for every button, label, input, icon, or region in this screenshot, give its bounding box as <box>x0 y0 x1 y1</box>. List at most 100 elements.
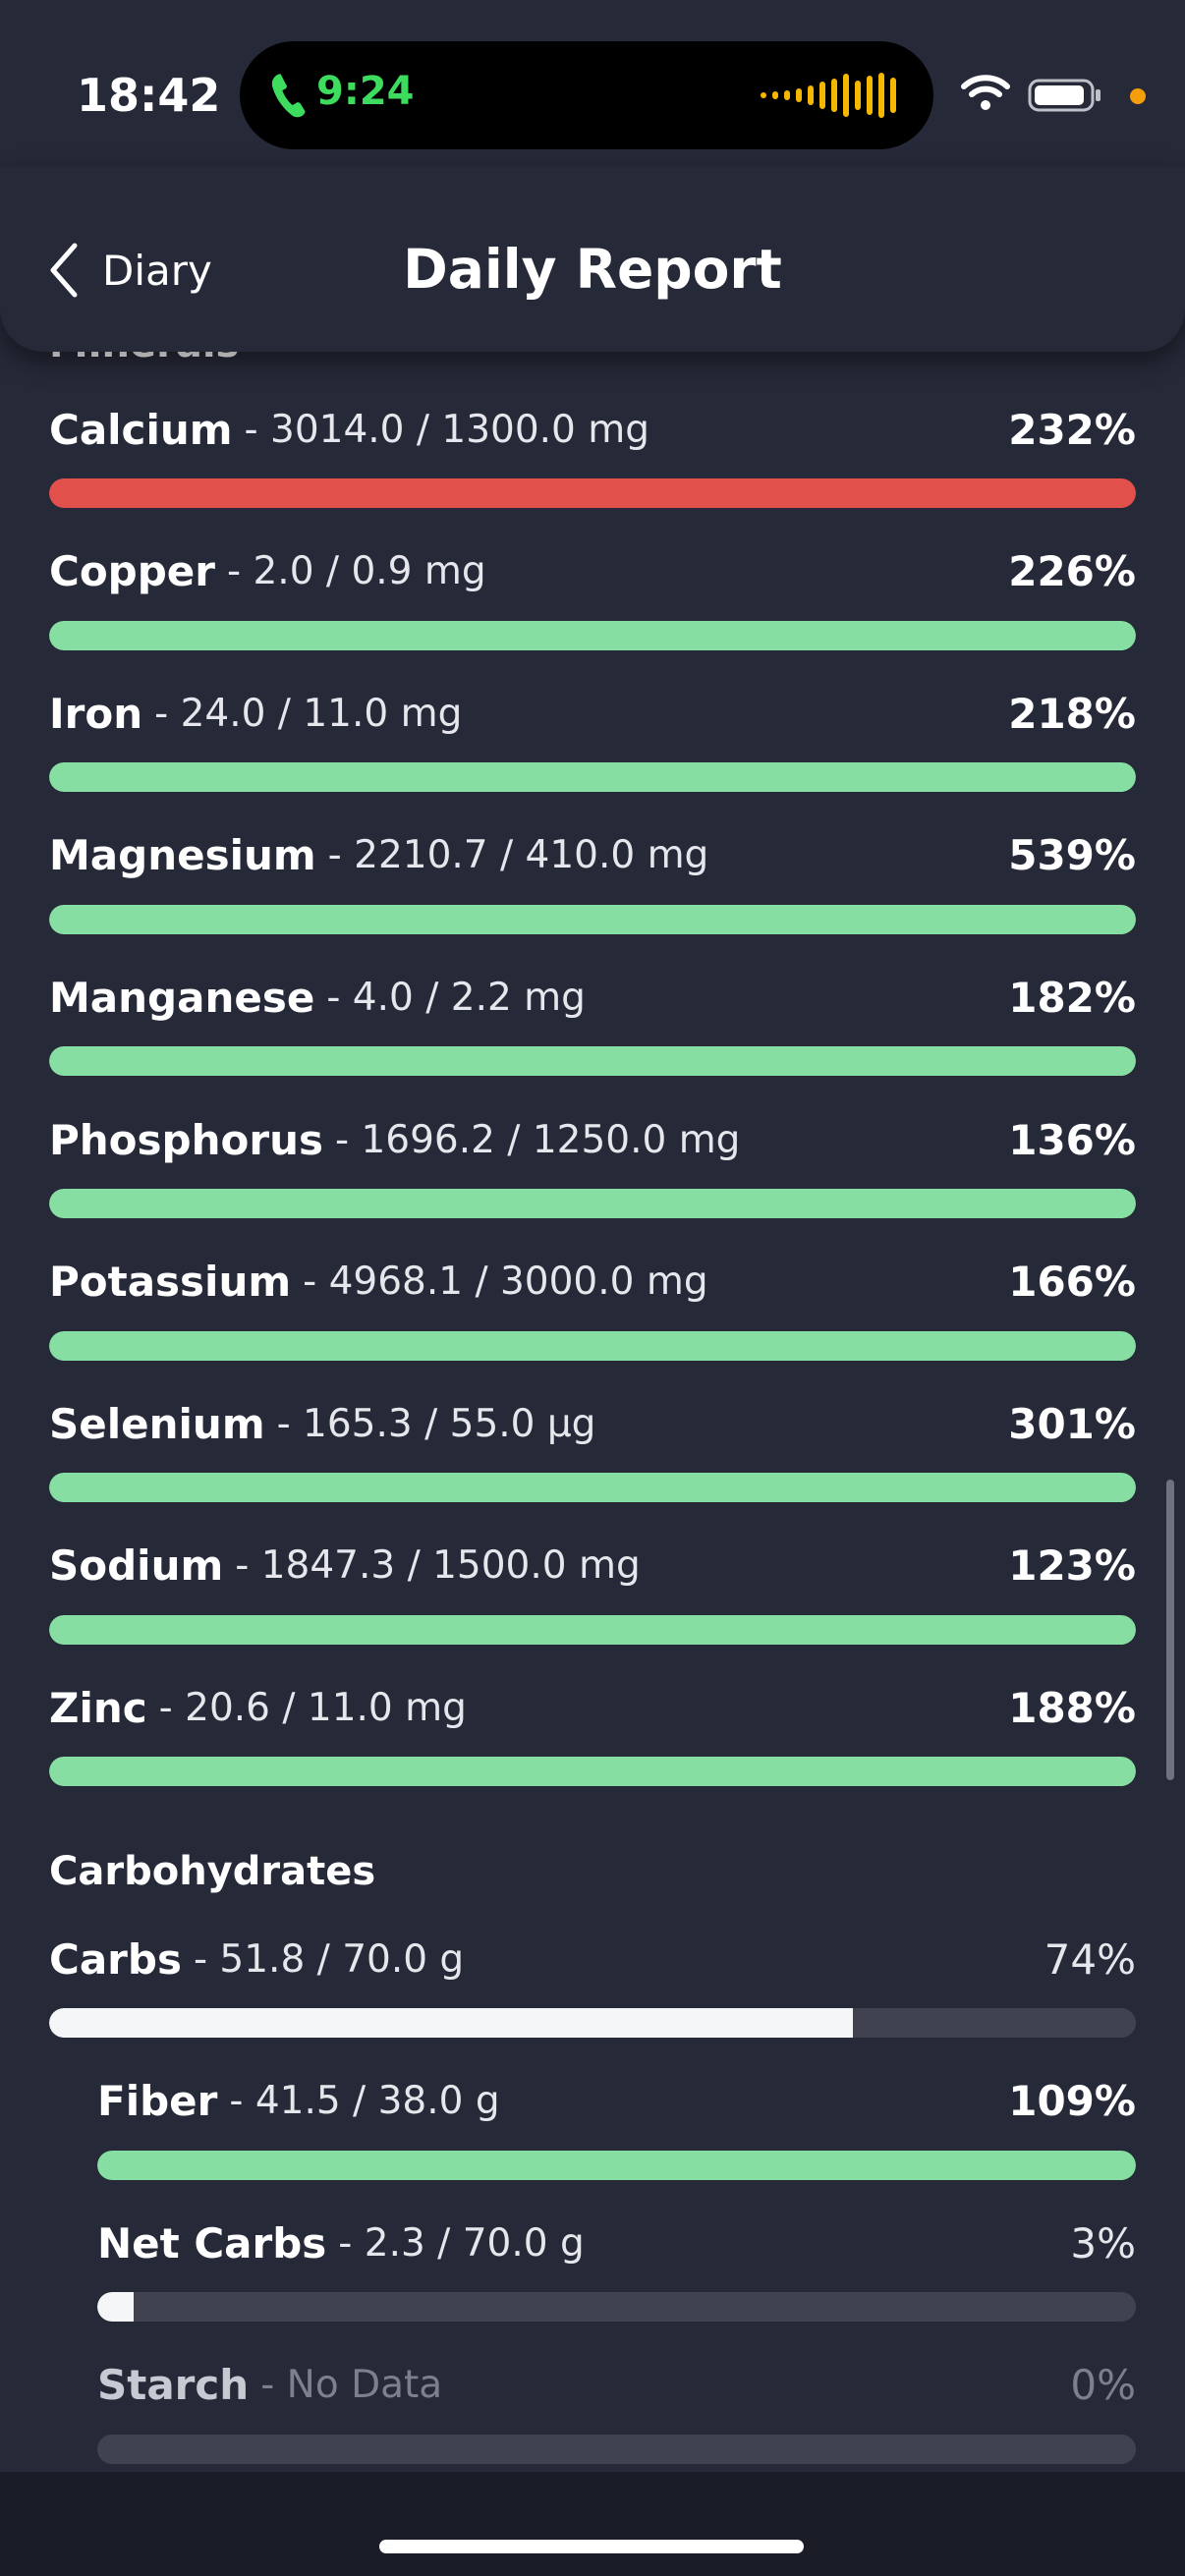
progress-fill <box>49 904 1136 934</box>
nutrient-row[interactable]: Starch - No Data 0% <box>97 2358 1136 2466</box>
nutrient-row[interactable]: Magnesium - 2210.7 / 410.0 mg 539% <box>49 828 1136 936</box>
nutrient-percent: 166% <box>1008 1258 1136 1307</box>
nutrient-row[interactable]: Carbs - 51.8 / 70.0 g 74% <box>49 1932 1136 2040</box>
nutrient-amount: - 4968.1 / 3000.0 mg <box>303 1260 708 1305</box>
nutrient-label: Phosphorus - 1696.2 / 1250.0 mg <box>49 1112 740 1167</box>
page-title: Daily Report <box>403 238 782 301</box>
nutrient-percent: 226% <box>1008 547 1136 596</box>
back-button[interactable]: Diary <box>47 236 212 305</box>
progress-bar <box>49 478 1136 508</box>
nutrient-label: Calcium - 3014.0 / 1300.0 mg <box>49 402 649 457</box>
nutrient-percent: 109% <box>1008 2077 1136 2126</box>
nutrient-row[interactable]: Sodium - 1847.3 / 1500.0 mg 123% <box>49 1539 1136 1647</box>
nutrient-row[interactable]: Potassium - 4968.1 / 3000.0 mg 166% <box>49 1255 1136 1363</box>
nutrient-amount: - 20.6 / 11.0 mg <box>158 1685 467 1730</box>
nutrient-percent: 3% <box>1070 2218 1136 2268</box>
nutrient-row[interactable]: Manganese - 4.0 / 2.2 mg 182% <box>49 970 1136 1078</box>
phone-icon <box>271 74 306 118</box>
home-indicator[interactable] <box>379 2540 804 2553</box>
nutrient-amount: - 2210.7 / 410.0 mg <box>327 833 709 878</box>
nutrient-name: Starch <box>97 2361 250 2410</box>
nutrient-name: Copper <box>49 547 216 596</box>
nutrient-amount: - 51.8 / 70.0 g <box>193 1936 465 1982</box>
nutrient-amount: - 41.5 / 38.0 g <box>229 2079 500 2124</box>
progress-fill <box>49 620 1136 650</box>
progress-fill <box>49 478 1136 508</box>
progress-bar <box>49 1189 1136 1218</box>
progress-fill <box>49 1330 1136 1361</box>
nutrient-row[interactable]: Zinc - 20.6 / 11.0 mg 188% <box>49 1680 1136 1788</box>
nutrient-row[interactable]: Net Carbs - 2.3 / 70.0 g 3% <box>97 2215 1136 2324</box>
nutrient-row[interactable]: Iron - 24.0 / 11.0 mg 218% <box>49 686 1136 794</box>
nutrient-label: Fiber - 41.5 / 38.0 g <box>97 2074 500 2129</box>
nutrient-name: Phosphorus <box>49 1115 323 1164</box>
nutrient-name: Carbs <box>49 1934 182 1984</box>
privacy-dot-icon <box>1130 88 1146 104</box>
progress-bar <box>49 762 1136 793</box>
nutrient-name: Sodium <box>49 1541 224 1591</box>
back-button-label: Diary <box>102 246 212 295</box>
nutrient-amount: - 2.0 / 0.9 mg <box>227 549 486 594</box>
nutrient-percent: 74% <box>1044 1934 1136 1984</box>
nutrient-name: Selenium <box>49 1399 265 1448</box>
nutrient-percent: 539% <box>1008 831 1136 880</box>
nutrient-amount: - 3014.0 / 1300.0 mg <box>244 407 650 452</box>
nutrient-label: Net Carbs - 2.3 / 70.0 g <box>97 2215 585 2270</box>
nutrient-percent: 218% <box>1008 689 1136 738</box>
progress-fill <box>97 2292 134 2323</box>
progress-bar <box>49 1757 1136 1787</box>
nutrient-row[interactable]: Selenium - 165.3 / 55.0 µg 301% <box>49 1396 1136 1504</box>
nutrient-name: Manganese <box>49 973 315 1022</box>
progress-bar <box>97 2150 1136 2180</box>
nutrient-row[interactable]: Copper - 2.0 / 0.9 mg 226% <box>49 544 1136 652</box>
progress-bar <box>97 2434 1136 2464</box>
progress-bar <box>49 620 1136 650</box>
progress-fill <box>49 1614 1136 1645</box>
nutrient-percent: 301% <box>1008 1399 1136 1448</box>
nutrient-amount: - 1696.2 / 1250.0 mg <box>334 1117 741 1162</box>
nutrient-label: Copper - 2.0 / 0.9 mg <box>49 544 486 599</box>
nutrient-name: Net Carbs <box>97 2218 327 2268</box>
nutrient-name: Iron <box>49 689 143 738</box>
nutrient-label: Magnesium - 2210.7 / 410.0 mg <box>49 828 708 883</box>
nutrient-label: Sodium - 1847.3 / 1500.0 mg <box>49 1539 641 1594</box>
progress-bar <box>49 1046 1136 1077</box>
progress-fill <box>49 2008 854 2038</box>
nutrient-percent: 188% <box>1008 1683 1136 1732</box>
progress-bar <box>49 1614 1136 1645</box>
nutrient-label: Selenium - 165.3 / 55.0 µg <box>49 1396 595 1451</box>
nutrient-amount: - 165.3 / 55.0 µg <box>276 1401 596 1446</box>
nutrient-name: Magnesium <box>49 831 316 880</box>
nutrient-percent: 232% <box>1008 405 1136 454</box>
battery-icon <box>1028 79 1100 112</box>
nutrient-amount: - 4.0 / 2.2 mg <box>326 975 586 1020</box>
call-duration: 9:24 <box>316 69 415 114</box>
report-content[interactable]: Minerals Calcium- 3014.0 / 1300.0 mg232%… <box>0 330 1185 2472</box>
progress-fill <box>49 1189 1136 1218</box>
dynamic-island-call[interactable]: 9:24 <box>240 41 933 149</box>
section-title-carbohydrates: Carbohydrates <box>49 1849 376 1894</box>
nutrient-name: Calcium <box>49 405 233 454</box>
nutrient-label: Manganese - 4.0 / 2.2 mg <box>49 970 586 1025</box>
nutrient-label: Iron - 24.0 / 11.0 mg <box>49 686 462 741</box>
nutrient-row[interactable]: Phosphorus - 1696.2 / 1250.0 mg 136% <box>49 1112 1136 1220</box>
nutrient-row[interactable]: Calcium - 3014.0 / 1300.0 mg 232% <box>49 402 1136 510</box>
nutrient-percent: 0% <box>1070 2361 1136 2410</box>
progress-bar <box>49 1330 1136 1361</box>
nutrient-amount: - 24.0 / 11.0 mg <box>154 691 463 736</box>
nutrient-amount: - No Data <box>260 2363 443 2408</box>
status-time: 18:42 <box>77 69 221 122</box>
scroll-indicator[interactable] <box>1166 1480 1174 1780</box>
nutrient-label: Carbs - 51.8 / 70.0 g <box>49 1932 464 1987</box>
home-area <box>0 2472 1185 2576</box>
progress-bar <box>49 2008 1136 2038</box>
status-bar: 18:42 9:24 <box>0 0 1185 167</box>
audio-waveform-icon <box>761 71 896 120</box>
progress-fill <box>49 1046 1136 1077</box>
nutrient-percent: 123% <box>1008 1541 1136 1591</box>
nutrient-percent: 136% <box>1008 1115 1136 1164</box>
chevron-left-icon <box>50 243 78 298</box>
nutrient-row[interactable]: Fiber - 41.5 / 38.0 g 109% <box>97 2074 1136 2182</box>
nutrient-amount: - 1847.3 / 1500.0 mg <box>235 1543 641 1589</box>
progress-fill <box>97 2150 1136 2180</box>
